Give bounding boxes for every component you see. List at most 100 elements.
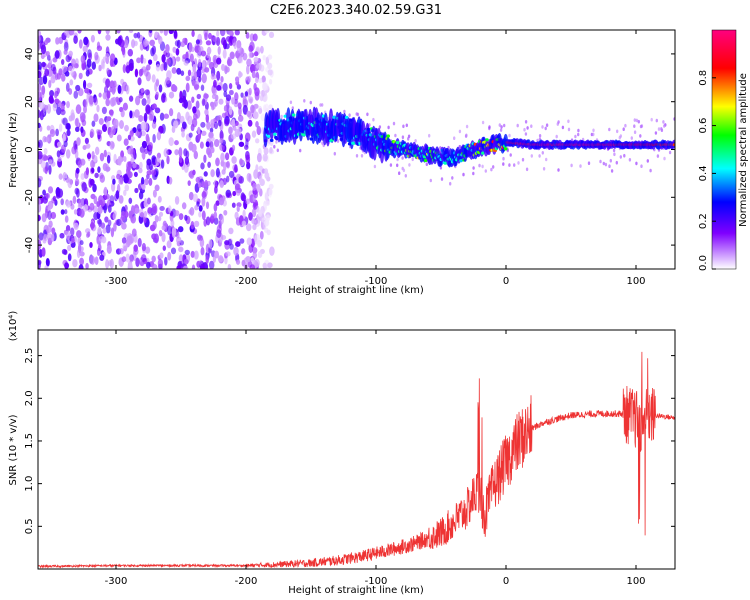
heatmap-cell: [194, 204, 199, 211]
heatmap-cell: [221, 37, 227, 46]
heatmap-cell: [122, 102, 128, 111]
heatmap-cell: [168, 176, 173, 185]
colorbar-tick-label: 0.2: [698, 213, 709, 229]
heatmap-cell: [152, 133, 156, 143]
heatmap-cell: [192, 64, 197, 73]
heatmap-cell: [77, 30, 82, 34]
heatmap-cell: [159, 252, 164, 259]
heatmap-cell: [228, 30, 233, 36]
heatmap-cell: [145, 104, 151, 115]
snr-y-ticks: 0.5 1.0 1.5 2.0 2.5: [24, 348, 675, 534]
heatmap-cell: [198, 211, 202, 218]
heatmap-cell: [178, 213, 184, 221]
heatmap-cell: [60, 109, 66, 116]
heatmap-cell: [54, 91, 58, 99]
heatmap-cell: [191, 30, 195, 37]
heatmap-cell: [135, 131, 140, 137]
heatmap-cell: [247, 96, 254, 104]
heatmap-cell: [82, 144, 87, 151]
heatmap-cell: [267, 69, 273, 76]
heatmap-cell: [144, 40, 150, 46]
heatmap-cell: [100, 59, 105, 69]
heatmap-cell: [90, 255, 96, 265]
heatmap-cell: [187, 180, 191, 186]
heatmap-cell: [131, 228, 137, 237]
heatmap-cell: [97, 206, 103, 215]
heatmap-cell: [140, 68, 144, 76]
heatmap-cell: [85, 167, 90, 176]
heatmap-cell: [241, 248, 246, 255]
heatmap-cell: [238, 176, 244, 184]
heatmap-cell: [118, 177, 123, 185]
heatmap-cell: [205, 40, 212, 46]
heatmap-cell: [465, 124, 469, 129]
heatmap-cell: [46, 224, 52, 234]
heatmap-cell: [221, 63, 226, 72]
heatmap-cell: [502, 156, 505, 161]
x-tick-label: 100: [626, 276, 645, 287]
heatmap-cell: [242, 209, 246, 220]
heatmap-cell: [105, 259, 110, 269]
heatmap-cell: [268, 78, 273, 85]
heatmap-cell: [235, 217, 240, 223]
colorbar-tick-label: 0.4: [698, 165, 709, 181]
heatmap-cell: [608, 127, 611, 132]
heatmap-cell: [161, 93, 166, 103]
heatmap-cell: [103, 149, 107, 158]
heatmap-cell: [646, 159, 649, 163]
heatmap-cell: [75, 126, 80, 132]
heatmap-cell: [508, 163, 511, 167]
heatmap-cell: [151, 255, 156, 263]
heatmap-cell: [212, 87, 217, 96]
heatmap-cell: [121, 256, 127, 263]
heatmap-cell: [94, 256, 99, 266]
heatmap-cell: [190, 220, 195, 230]
heatmap-cell: [141, 151, 146, 159]
heatmap-cell: [252, 182, 257, 191]
heatmap-cell: [38, 198, 42, 205]
heatmap-cell: [222, 161, 227, 172]
heatmap-cell: [208, 260, 215, 269]
heatmap-cell: [134, 68, 139, 78]
spectrogram-y-ticks: -40 -20 0 20 40: [24, 48, 675, 253]
heatmap-cell: [449, 181, 452, 186]
heatmap-cell: [102, 227, 107, 234]
heatmap-cell: [235, 241, 241, 248]
heatmap-cell: [602, 161, 605, 166]
heatmap-cell: [39, 101, 45, 110]
heatmap-cell: [151, 121, 157, 129]
colorbar-tick-label: 0.6: [698, 118, 709, 134]
heatmap-cell: [171, 83, 177, 92]
heatmap-cell: [462, 172, 465, 177]
heatmap-cell: [116, 30, 121, 34]
heatmap-cell: [245, 32, 250, 39]
y-tick-label: 20: [24, 95, 35, 108]
heatmap-cell: [112, 212, 117, 220]
heatmap-cell: [62, 133, 66, 143]
heatmap-cell: [100, 222, 106, 229]
heatmap-cell: [81, 119, 87, 127]
heatmap-cell: [154, 215, 159, 223]
heatmap-cell: [205, 141, 210, 148]
heatmap-cell: [129, 255, 134, 263]
heatmap-cell: [181, 121, 187, 130]
heatmap-cell: [96, 45, 103, 52]
heatmap-cell: [66, 123, 71, 131]
heatmap-cell: [155, 63, 161, 72]
heatmap-cell: [650, 117, 653, 122]
heatmap-cell: [241, 259, 246, 267]
heatmap-cell: [170, 247, 177, 255]
heatmap-cell: [481, 120, 485, 125]
heatmap-cell: [64, 209, 68, 215]
heatmap-cell: [204, 180, 209, 188]
heatmap-cell: [85, 69, 90, 77]
heatmap-cell: [262, 81, 268, 92]
heatmap-cell: [245, 138, 249, 148]
heatmap-cell: [116, 134, 122, 142]
heatmap-cell: [267, 54, 273, 60]
heatmap-cell: [98, 117, 104, 125]
heatmap-cell: [264, 30, 270, 34]
heatmap-cell: [105, 98, 110, 107]
heatmap-cell: [165, 44, 170, 53]
